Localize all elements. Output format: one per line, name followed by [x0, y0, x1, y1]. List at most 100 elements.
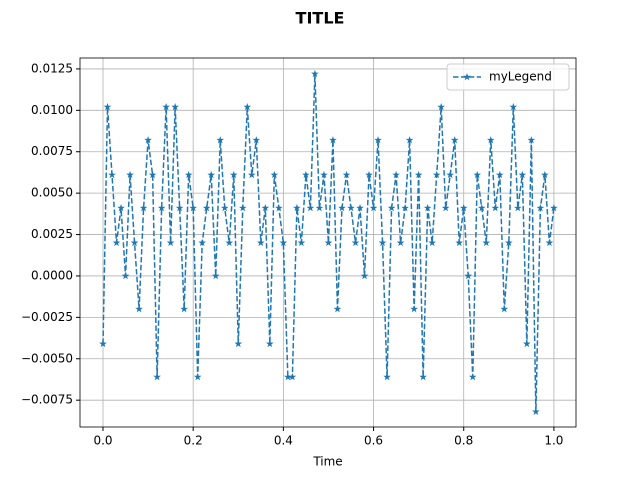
- y-tick-label: 0.0100: [31, 103, 73, 117]
- data-point: [216, 136, 225, 144]
- data-point: [536, 204, 545, 212]
- data-point: [288, 372, 297, 381]
- data-point: [365, 170, 373, 179]
- data-point: [550, 204, 558, 212]
- data-point: [193, 372, 202, 381]
- data-point: [329, 136, 337, 144]
- data-point: [356, 204, 364, 212]
- y-tick-label: 0.0000: [31, 268, 73, 282]
- x-tick-label: 0.4: [274, 434, 293, 448]
- data-point: [184, 170, 193, 179]
- data-point: [266, 339, 274, 348]
- data-point: [495, 170, 504, 179]
- data-point: [423, 204, 432, 212]
- data-point: [293, 204, 301, 212]
- data-point: [541, 170, 549, 179]
- data-point: [369, 204, 378, 212]
- legend-marker: [463, 73, 471, 81]
- data-point: [518, 170, 527, 179]
- data-point: [505, 238, 513, 247]
- data-point: [157, 204, 166, 212]
- y-tick-label: 0.0025: [31, 227, 73, 241]
- data-point: [320, 170, 328, 179]
- data-point: [450, 136, 459, 144]
- data-point: [207, 170, 216, 179]
- data-point: [108, 170, 116, 179]
- y-tick-label: −0.0075: [21, 393, 73, 407]
- x-tick-label: 0.0: [93, 434, 112, 448]
- data-point: [261, 204, 270, 212]
- data-point: [401, 204, 409, 212]
- data-point: [180, 305, 188, 313]
- data-point: [225, 238, 234, 247]
- data-point: [486, 136, 495, 144]
- legend-label: myLegend: [489, 70, 552, 84]
- data-point: [139, 204, 148, 212]
- data-point: [437, 103, 445, 111]
- data-point: [405, 136, 414, 144]
- data-point: [464, 271, 473, 280]
- data-point: [112, 238, 121, 247]
- x-tick-label: 0.8: [454, 434, 473, 448]
- data-point: [441, 204, 450, 212]
- data-point: [414, 170, 423, 179]
- data-point: [202, 204, 211, 212]
- data-point: [171, 103, 179, 111]
- data-point: [135, 305, 143, 313]
- data-point: [297, 238, 306, 247]
- data-point: [238, 204, 247, 212]
- data-point: [243, 103, 252, 111]
- data-point: [491, 204, 500, 212]
- data-point: [162, 103, 170, 111]
- data-point: [166, 238, 175, 247]
- data-point: [175, 204, 184, 212]
- data-point: [130, 238, 139, 247]
- data-point: [419, 372, 427, 381]
- legend-box: [446, 63, 570, 91]
- data-point: [387, 204, 396, 212]
- data-point: [189, 204, 197, 212]
- data-point: [455, 238, 464, 247]
- data-point: [103, 103, 112, 111]
- data-point: [311, 69, 319, 78]
- data-point: [275, 204, 283, 212]
- data-point: [482, 238, 491, 247]
- data-point: [374, 136, 382, 144]
- x-tick-label: 1.0: [544, 434, 563, 448]
- data-point: [315, 204, 324, 212]
- data-point: [257, 238, 265, 247]
- data-point: [121, 271, 130, 280]
- data-point: [392, 170, 400, 179]
- data-point: [117, 204, 125, 212]
- data-point: [446, 170, 454, 179]
- data-point: [500, 305, 509, 313]
- data-point: [545, 238, 554, 247]
- data-point: [523, 339, 531, 348]
- data-point: [477, 204, 486, 212]
- data-point: [428, 238, 436, 247]
- x-axis-label: Time: [312, 455, 342, 469]
- data-point: [211, 271, 220, 280]
- y-tick-label: 0.0050: [31, 186, 73, 200]
- data-point: [198, 238, 206, 247]
- data-point: [144, 136, 152, 144]
- data-point: [324, 238, 333, 247]
- chart-title: TITLE: [296, 9, 345, 28]
- data-point: [473, 170, 482, 179]
- data-point: [247, 170, 256, 179]
- x-tick-label: 0.6: [364, 434, 383, 448]
- data-point: [229, 170, 238, 179]
- data-point: [333, 305, 342, 313]
- data-point: [234, 339, 243, 348]
- data-point: [514, 204, 522, 212]
- y-tick-label: 0.0075: [31, 144, 73, 158]
- y-tick-label: −0.0025: [21, 310, 73, 324]
- data-point: [410, 305, 418, 313]
- data-point: [306, 204, 315, 212]
- data-point: [351, 238, 360, 247]
- data-point: [459, 204, 468, 212]
- data-point: [220, 204, 229, 212]
- y-tick-label: −0.0050: [21, 351, 73, 365]
- data-point: [153, 372, 161, 381]
